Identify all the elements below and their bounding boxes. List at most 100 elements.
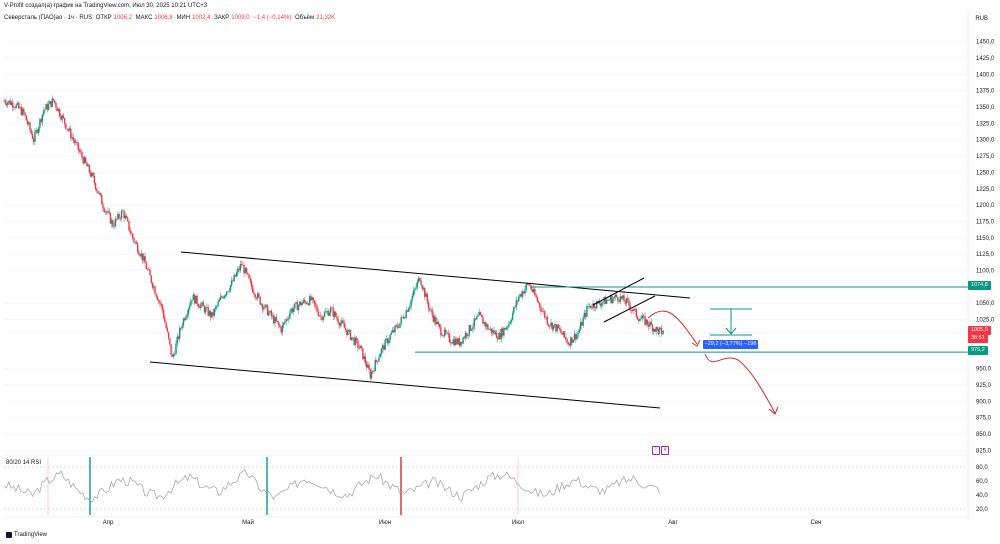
- candle-body: [20, 107, 23, 115]
- candle-body: [151, 282, 154, 288]
- candle-body: [206, 307, 208, 308]
- candle-body: [253, 292, 255, 295]
- y-tick-label: 1300,0: [976, 138, 995, 144]
- candle-body: [521, 291, 524, 297]
- candle-body: [511, 313, 514, 320]
- candle-body: [256, 293, 259, 299]
- candle-body: [485, 324, 488, 327]
- candle-body: [40, 119, 42, 123]
- candle-body: [333, 311, 336, 317]
- candle-body: [510, 319, 513, 323]
- candle-body: [44, 109, 46, 111]
- candle-body: [171, 354, 173, 357]
- candle-body: [148, 269, 150, 270]
- candle-body: [442, 335, 445, 337]
- candle-body: [144, 256, 146, 264]
- candle-body: [120, 211, 123, 219]
- candle-body: [176, 336, 178, 344]
- candle-body: [582, 317, 584, 326]
- candle-body: [37, 127, 40, 134]
- currency-label[interactable]: RUB: [975, 16, 988, 22]
- candle-body: [493, 330, 495, 334]
- candle-body: [302, 299, 305, 303]
- candle-body: [352, 337, 354, 338]
- event-icon-2[interactable]: #: [661, 446, 669, 455]
- candle-body: [577, 332, 579, 335]
- candle-body: [655, 327, 657, 332]
- candle-body: [516, 300, 519, 302]
- candle-body: [578, 329, 581, 333]
- candle-body: [513, 306, 515, 314]
- candle-body: [438, 324, 441, 328]
- high-value: 1006,8: [154, 15, 173, 21]
- candle-body: [124, 215, 126, 219]
- candle-body: [29, 122, 31, 130]
- y-tick-label: 1275,0: [976, 154, 995, 160]
- y-tick-label: 950,0: [976, 367, 992, 373]
- candle-body: [132, 233, 134, 239]
- candle-body: [24, 112, 26, 116]
- candle-body: [415, 287, 417, 289]
- candle-body: [354, 338, 357, 345]
- candle-body: [217, 301, 219, 306]
- candle-body: [400, 317, 402, 324]
- candle-body: [317, 311, 320, 316]
- price-range-measure[interactable]: −29,2 (−3,77%) −196: [703, 340, 758, 349]
- candle-body: [645, 319, 647, 325]
- candle-body: [229, 285, 232, 291]
- candle-body: [240, 264, 243, 265]
- candle-body: [177, 336, 180, 339]
- candle-body: [624, 301, 626, 304]
- candle-body: [526, 283, 529, 285]
- candle-body: [381, 345, 384, 349]
- candle-body: [238, 268, 240, 271]
- candle-body: [403, 317, 405, 319]
- candle-body: [242, 264, 244, 266]
- candle-body: [326, 311, 328, 312]
- candle-body: [13, 107, 15, 108]
- candle-body: [264, 304, 266, 308]
- candle-body: [325, 311, 327, 313]
- candle-body: [237, 268, 239, 273]
- candle-body: [219, 296, 222, 300]
- candle-body: [454, 338, 457, 346]
- candle-body: [9, 100, 11, 105]
- candle-body: [316, 306, 318, 312]
- candle-body: [344, 327, 347, 330]
- candle-body: [249, 278, 251, 281]
- symbol-name[interactable]: Северсталь (ПАО)ао · 1ч · RUS: [4, 15, 93, 21]
- rsi-label[interactable]: 80/20 14 RSI: [6, 460, 42, 466]
- candle-body: [605, 300, 608, 304]
- low-value: 1002,4: [192, 15, 211, 21]
- candle-body: [313, 300, 316, 305]
- candle-body: [31, 133, 34, 139]
- candle-body: [221, 296, 223, 298]
- candle-body: [593, 303, 595, 308]
- drawings: [4, 251, 968, 415]
- event-icon-1[interactable]: !: [652, 446, 660, 455]
- candle-body: [346, 329, 348, 335]
- candle-body: [294, 303, 296, 309]
- candle-body: [328, 312, 331, 316]
- candle-body: [614, 294, 617, 298]
- candle-body: [458, 338, 461, 346]
- candle-body: [416, 281, 419, 288]
- tradingview-logo-icon: [6, 532, 12, 538]
- y-tick-label: 1375,0: [976, 89, 995, 95]
- candle-body: [336, 316, 338, 319]
- candle-body: [539, 302, 541, 308]
- candle-body: [41, 114, 44, 123]
- candle-body: [110, 220, 113, 224]
- candle-body: [159, 300, 161, 304]
- y-tick-label: 1125,0: [976, 252, 995, 258]
- candle-body: [296, 302, 298, 311]
- candle-body: [395, 325, 397, 326]
- candle-body: [33, 138, 35, 142]
- candle-body: [377, 361, 379, 362]
- candle-body: [468, 325, 470, 335]
- candle-body: [108, 211, 110, 214]
- candle-body: [188, 305, 191, 309]
- y-tick-label: 850,0: [976, 432, 992, 438]
- candle-body: [112, 220, 114, 227]
- event-badges[interactable]: ! #: [652, 446, 669, 455]
